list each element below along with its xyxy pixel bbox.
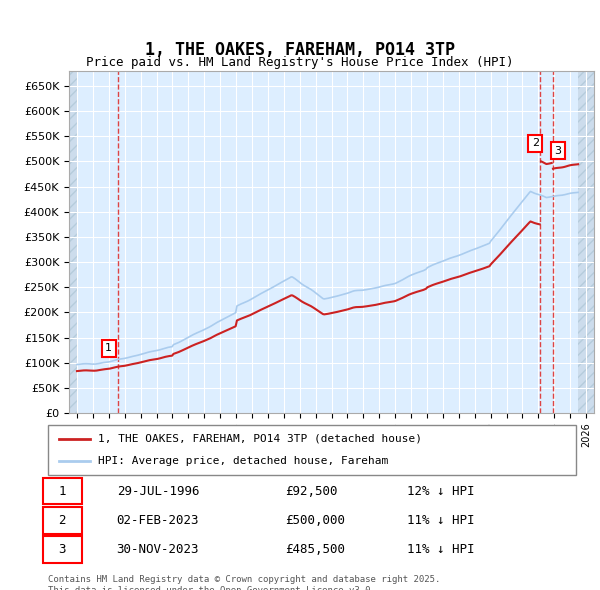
Text: HPI: Average price, detached house, Fareham: HPI: Average price, detached house, Fare…: [98, 456, 388, 466]
Text: 1, THE OAKES, FAREHAM, PO14 3TP (detached house): 1, THE OAKES, FAREHAM, PO14 3TP (detache…: [98, 434, 422, 444]
Text: Contains HM Land Registry data © Crown copyright and database right 2025.
This d: Contains HM Land Registry data © Crown c…: [48, 575, 440, 590]
Text: £485,500: £485,500: [286, 543, 346, 556]
Text: £500,000: £500,000: [286, 514, 346, 527]
Bar: [69, 71, 77, 413]
Bar: [578, 71, 594, 413]
FancyBboxPatch shape: [43, 536, 82, 563]
Text: 11% ↓ HPI: 11% ↓ HPI: [407, 543, 475, 556]
Text: 29-JUL-1996: 29-JUL-1996: [116, 484, 199, 498]
Text: 11% ↓ HPI: 11% ↓ HPI: [407, 514, 475, 527]
Text: 3: 3: [59, 543, 66, 556]
Text: 12% ↓ HPI: 12% ↓ HPI: [407, 484, 475, 498]
Text: 02-FEB-2023: 02-FEB-2023: [116, 514, 199, 527]
Text: 3: 3: [554, 146, 562, 156]
Text: 30-NOV-2023: 30-NOV-2023: [116, 543, 199, 556]
Text: Price paid vs. HM Land Registry's House Price Index (HPI): Price paid vs. HM Land Registry's House …: [86, 56, 514, 69]
Text: 2: 2: [59, 514, 66, 527]
Text: 1, THE OAKES, FAREHAM, PO14 3TP: 1, THE OAKES, FAREHAM, PO14 3TP: [145, 41, 455, 60]
Text: 1: 1: [59, 484, 66, 498]
FancyBboxPatch shape: [48, 425, 576, 475]
FancyBboxPatch shape: [43, 507, 82, 533]
Text: 1: 1: [105, 343, 112, 353]
Text: £92,500: £92,500: [286, 484, 338, 498]
FancyBboxPatch shape: [43, 478, 82, 504]
Text: 2: 2: [532, 138, 539, 148]
